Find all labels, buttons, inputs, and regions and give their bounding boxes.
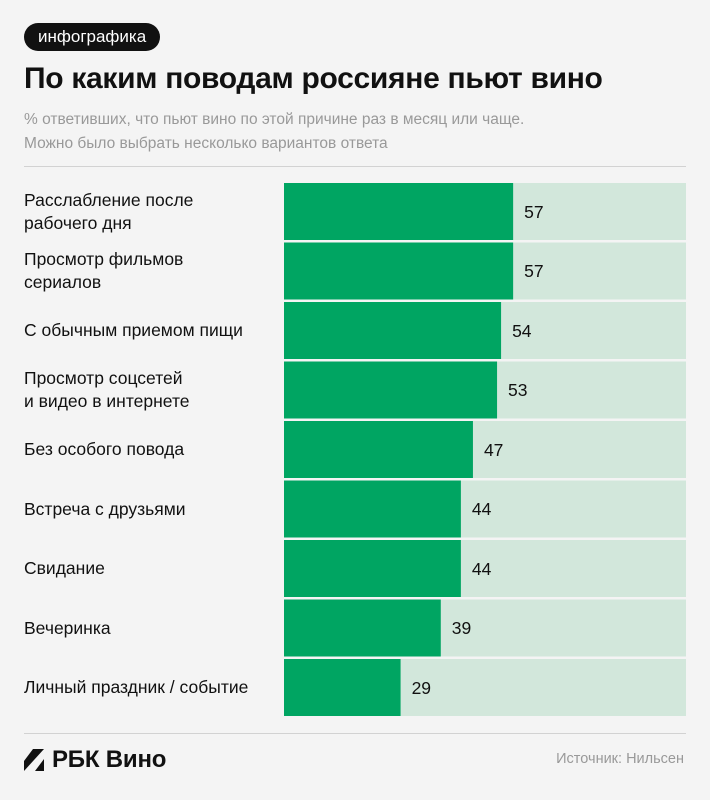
category-label-line: Просмотр фильмов [24,249,184,269]
category-label-text: Просмотр фильмов сериалов [24,248,183,294]
value-label: 44 [471,499,492,519]
rbc-wine-logo[interactable]: РБК Вино [24,746,166,774]
category-label-text: Встреча с друзьями [24,498,186,521]
category-label-line: Расслабление после [24,189,194,210]
bar [284,183,514,240]
bar-track [284,183,686,240]
value-label: 29 [411,677,432,698]
bar-track [284,659,686,716]
bar [284,361,498,419]
category-label: Личный праздник / событие [24,659,279,716]
value-label: 53 [508,380,528,400]
bar [284,302,502,359]
category-label: Свидание [24,540,279,597]
category-label-line: Личный праздник / событие [24,677,249,697]
bar-track [284,599,686,657]
value-label: 57 [524,201,544,222]
subtitle: % ответивших, что пьют вино по этой прич… [24,108,664,156]
bottom-divider [24,733,686,734]
category-label-text: С обычным приемом пищи [24,319,243,342]
bar [284,659,401,716]
category-label-line: Просмотр соцсетей [24,368,183,388]
category-label-line: рабочего дня [24,212,132,233]
category-label-line: С обычным приемом пищи [24,320,243,340]
category-label-line: Свидание [24,558,105,578]
category-label-line: Вечеринка [24,617,111,638]
value-label: 44 [471,558,492,579]
category-label-line: и видео в интернете [24,391,190,411]
logo-text: РБК Вино [52,746,167,773]
source-note: Источник: Нильсен [556,751,684,767]
category-label: Просмотр соцсетей и видео в интернете [24,362,279,419]
bar [284,421,473,478]
category-label-line: сериалов [24,272,102,292]
value-label: 57 [524,261,544,281]
subtitle-line-2: Можно было выбрать несколько вариантов о… [24,135,388,152]
category-label: С обычным приемом пищи [24,302,279,359]
bar [284,480,461,538]
category-label: Без особого повода [24,421,279,478]
category-label: Просмотр фильмов сериалов [24,243,279,300]
category-label-text: Без особого повода [24,438,184,461]
category-label-line: Без особого повода [24,439,185,459]
category-label-text: Просмотр соцсетей и видео в интернете [24,367,190,413]
rbc-slash-logo-icon [24,749,44,771]
value-label: 54 [512,320,532,341]
category-label: Встреча с друзьями [24,481,279,538]
category-label-line: Встреча с друзьями [24,498,186,519]
value-label: 47 [483,439,504,460]
subtitle-line-1: % ответивших, что пьют вино по этой прич… [24,111,525,128]
category-badge: инфографика [24,23,161,51]
bar-track [284,302,686,359]
page-title: По каким поводам россияне пьют вино [24,62,603,95]
top-divider [24,166,686,167]
value-label: 39 [451,618,472,638]
category-label: Расслабление после рабочего дня [24,183,279,240]
bar [284,242,514,300]
category-label-text: Вечеринка [24,617,111,640]
category-label: Вечеринка [24,600,279,657]
bar [284,540,461,597]
category-label-text: Свидание [24,557,105,580]
bar-track [284,361,686,419]
category-label-text: Личный праздник / событие [24,676,248,699]
bar [284,599,441,657]
bar-track [284,242,686,300]
category-label-text: Расслабление после рабочего дня [24,189,193,235]
